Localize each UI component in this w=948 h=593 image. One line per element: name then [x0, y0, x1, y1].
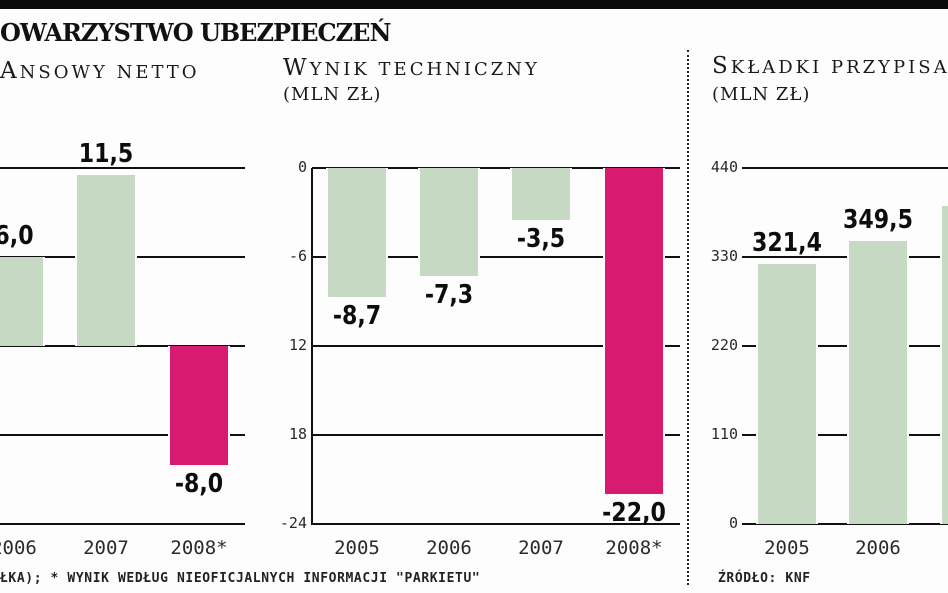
- x-tick-label: 2008*: [170, 537, 228, 559]
- bar: [77, 175, 135, 346]
- dotted-separator: [687, 50, 689, 585]
- chart-technical-result-title: Wynik techniczny: [283, 55, 540, 81]
- value-label: -8,7: [332, 301, 382, 332]
- bar: [170, 346, 228, 465]
- y-tick-label: 0: [728, 514, 738, 532]
- bar: [849, 241, 907, 524]
- x-tick-label: 2008*: [605, 537, 663, 559]
- gridline: [742, 167, 948, 169]
- value-label: 321,4: [752, 227, 822, 258]
- y-tick-label: 18: [288, 425, 307, 443]
- gridline: [742, 523, 948, 525]
- y-tick-label: 110: [710, 425, 738, 443]
- y-tick-label: 0: [297, 158, 307, 176]
- x-tick-label: 2006: [855, 537, 901, 559]
- y-tick-label: 330: [710, 247, 738, 265]
- bar: [758, 263, 816, 524]
- gridline: [0, 345, 245, 347]
- y-tick-label: -6: [288, 247, 307, 265]
- value-label: -8,0: [174, 468, 224, 499]
- gridline: [312, 434, 680, 436]
- gridline: [312, 345, 680, 347]
- y-tick-label: 440: [710, 158, 738, 176]
- x-tick-label: 2007: [83, 537, 129, 559]
- gridline: [312, 256, 680, 258]
- gridline: [742, 434, 948, 436]
- value-label: -22,0: [602, 498, 666, 529]
- bar: [942, 206, 948, 524]
- chart-premiums-title: Składki przypisa: [712, 53, 948, 79]
- y-tick-label: -24: [279, 514, 307, 532]
- x-tick-label: 2006: [0, 537, 37, 559]
- top-band: [0, 0, 948, 9]
- chart-technical-result-unit: (mln zł): [283, 84, 382, 105]
- footnote: łka); * wynik według nieoficjalnych info…: [0, 571, 481, 586]
- value-label: -3,5: [516, 223, 566, 254]
- value-label: 349,5: [843, 205, 913, 236]
- gridline: [0, 167, 245, 169]
- value-label: 11,5: [78, 139, 134, 170]
- chart-net-result-title: ansowy netto: [0, 58, 200, 84]
- source-note: Źródło: KNF: [718, 571, 811, 586]
- x-tick-label: 2005: [334, 537, 380, 559]
- gridline: [0, 523, 245, 525]
- bar: [605, 168, 663, 495]
- y-axis-line: [311, 168, 313, 525]
- bar: [328, 168, 386, 298]
- x-tick-label: 2007: [518, 537, 564, 559]
- bar: [0, 257, 43, 346]
- bar: [420, 168, 478, 277]
- y-tick-label: 12: [288, 336, 307, 354]
- main-title: owarzystwo Ubezpieczeń: [0, 18, 391, 47]
- gridline: [0, 434, 245, 436]
- bar: [512, 168, 570, 220]
- y-tick-label: 220: [710, 336, 738, 354]
- gridline: [742, 256, 948, 258]
- value-label: -7,3: [424, 280, 474, 311]
- x-tick-label: 2006: [426, 537, 472, 559]
- x-tick-label: 2005: [764, 537, 810, 559]
- gridline: [312, 167, 680, 169]
- value-label: 393: [920, 172, 948, 198]
- gridline: [312, 523, 680, 525]
- value-label: 6,0: [0, 221, 34, 251]
- chart-premiums-unit: (mln zł): [712, 84, 811, 105]
- gridline: [742, 345, 948, 347]
